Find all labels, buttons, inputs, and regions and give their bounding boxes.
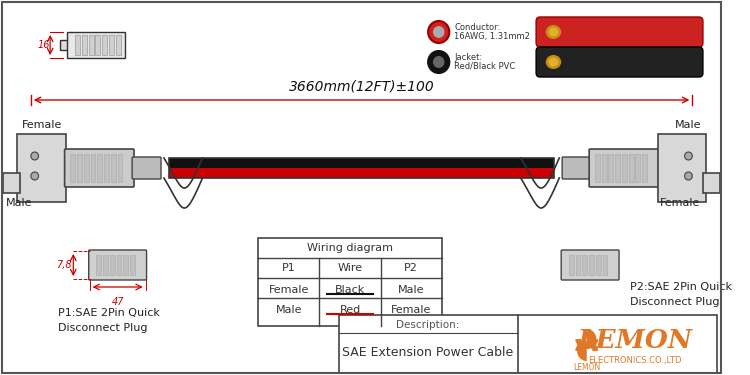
Bar [70,154,75,182]
FancyBboxPatch shape [536,17,703,47]
Text: Red/Black PVC: Red/Black PVC [454,62,515,70]
Ellipse shape [546,55,561,69]
Text: Jacket:: Jacket: [454,54,482,63]
Bar [130,255,135,275]
Bar [658,134,706,202]
Bar [259,238,442,326]
Ellipse shape [31,152,38,160]
Bar [104,154,109,182]
Text: Wiring diagram: Wiring diagram [307,243,393,253]
Bar [635,154,640,182]
Bar [109,35,114,55]
Bar [102,35,107,55]
Text: LEMON: LEMON [573,363,600,372]
Ellipse shape [549,57,558,66]
Text: 7,8: 7,8 [56,260,71,270]
FancyBboxPatch shape [88,250,146,280]
Text: Male: Male [398,285,424,295]
Bar [576,255,580,275]
Text: Male: Male [675,120,701,130]
Bar [77,154,82,182]
Text: Female: Female [268,285,309,295]
Bar [117,255,122,275]
Bar [603,255,608,275]
Bar [60,40,68,50]
FancyBboxPatch shape [590,149,658,187]
Bar [98,154,102,182]
Text: ELECTRONICS.CO.,LTD: ELECTRONICS.CO.,LTD [588,357,682,366]
Bar [118,154,122,182]
Bar [595,154,600,182]
Bar [97,255,101,275]
Bar [703,173,720,193]
Bar [642,154,647,182]
Text: 16AWG, 1.31mm2: 16AWG, 1.31mm2 [454,32,530,40]
Bar [622,154,627,182]
Bar [124,255,128,275]
Ellipse shape [428,21,449,43]
FancyBboxPatch shape [562,157,591,179]
Ellipse shape [31,172,38,180]
Text: P1: P1 [282,263,296,273]
Ellipse shape [685,172,692,180]
Text: SAE Extension Power Cable: SAE Extension Power Cable [343,346,514,360]
Bar [169,168,554,178]
Text: Female: Female [22,120,62,130]
Bar [608,154,613,182]
Bar [88,35,94,55]
FancyBboxPatch shape [561,250,619,280]
FancyBboxPatch shape [132,157,161,179]
Text: 16: 16 [38,40,50,50]
Bar [169,158,554,168]
Bar [596,255,601,275]
Ellipse shape [433,26,445,38]
Ellipse shape [685,152,692,160]
Text: Male: Male [276,305,302,315]
Text: Female: Female [391,305,431,315]
Text: Description:: Description: [397,320,460,330]
Bar [110,255,115,275]
Bar [569,255,574,275]
Text: P1:SAE 2Pin Quick
Disconnect Plug: P1:SAE 2Pin Quick Disconnect Plug [58,308,160,333]
Bar [602,154,607,182]
Text: LEMON: LEMON [578,328,692,354]
Text: Red: Red [340,305,361,315]
Polygon shape [586,329,596,349]
Bar [17,134,65,202]
Ellipse shape [433,56,445,68]
Polygon shape [577,341,586,361]
Text: Wire: Wire [338,263,362,273]
Bar [104,255,108,275]
Bar [169,158,554,178]
Bar [615,154,620,182]
Text: Conductor:: Conductor: [454,24,500,33]
Ellipse shape [546,25,561,39]
Bar [75,35,80,55]
Bar [111,154,116,182]
Bar [3,173,20,193]
Bar [583,255,587,275]
Bar [95,35,100,55]
Text: Male: Male [6,198,32,208]
Text: 3660mm(12FT)±100: 3660mm(12FT)±100 [289,79,434,93]
Bar [68,32,125,58]
Bar [340,315,718,373]
Text: P2: P2 [404,263,418,273]
Bar [84,154,88,182]
FancyBboxPatch shape [64,149,134,187]
Text: Black: Black [335,285,365,295]
Bar [82,35,87,55]
Bar [116,35,121,55]
Bar [628,154,634,182]
Bar [91,154,95,182]
Text: P2:SAE 2Pin Quick
Disconnect Plug: P2:SAE 2Pin Quick Disconnect Plug [630,282,732,307]
Text: Female: Female [659,198,700,208]
Text: 47: 47 [112,297,124,307]
Ellipse shape [428,51,449,73]
Bar [590,255,594,275]
FancyBboxPatch shape [536,47,703,77]
Ellipse shape [549,27,558,36]
